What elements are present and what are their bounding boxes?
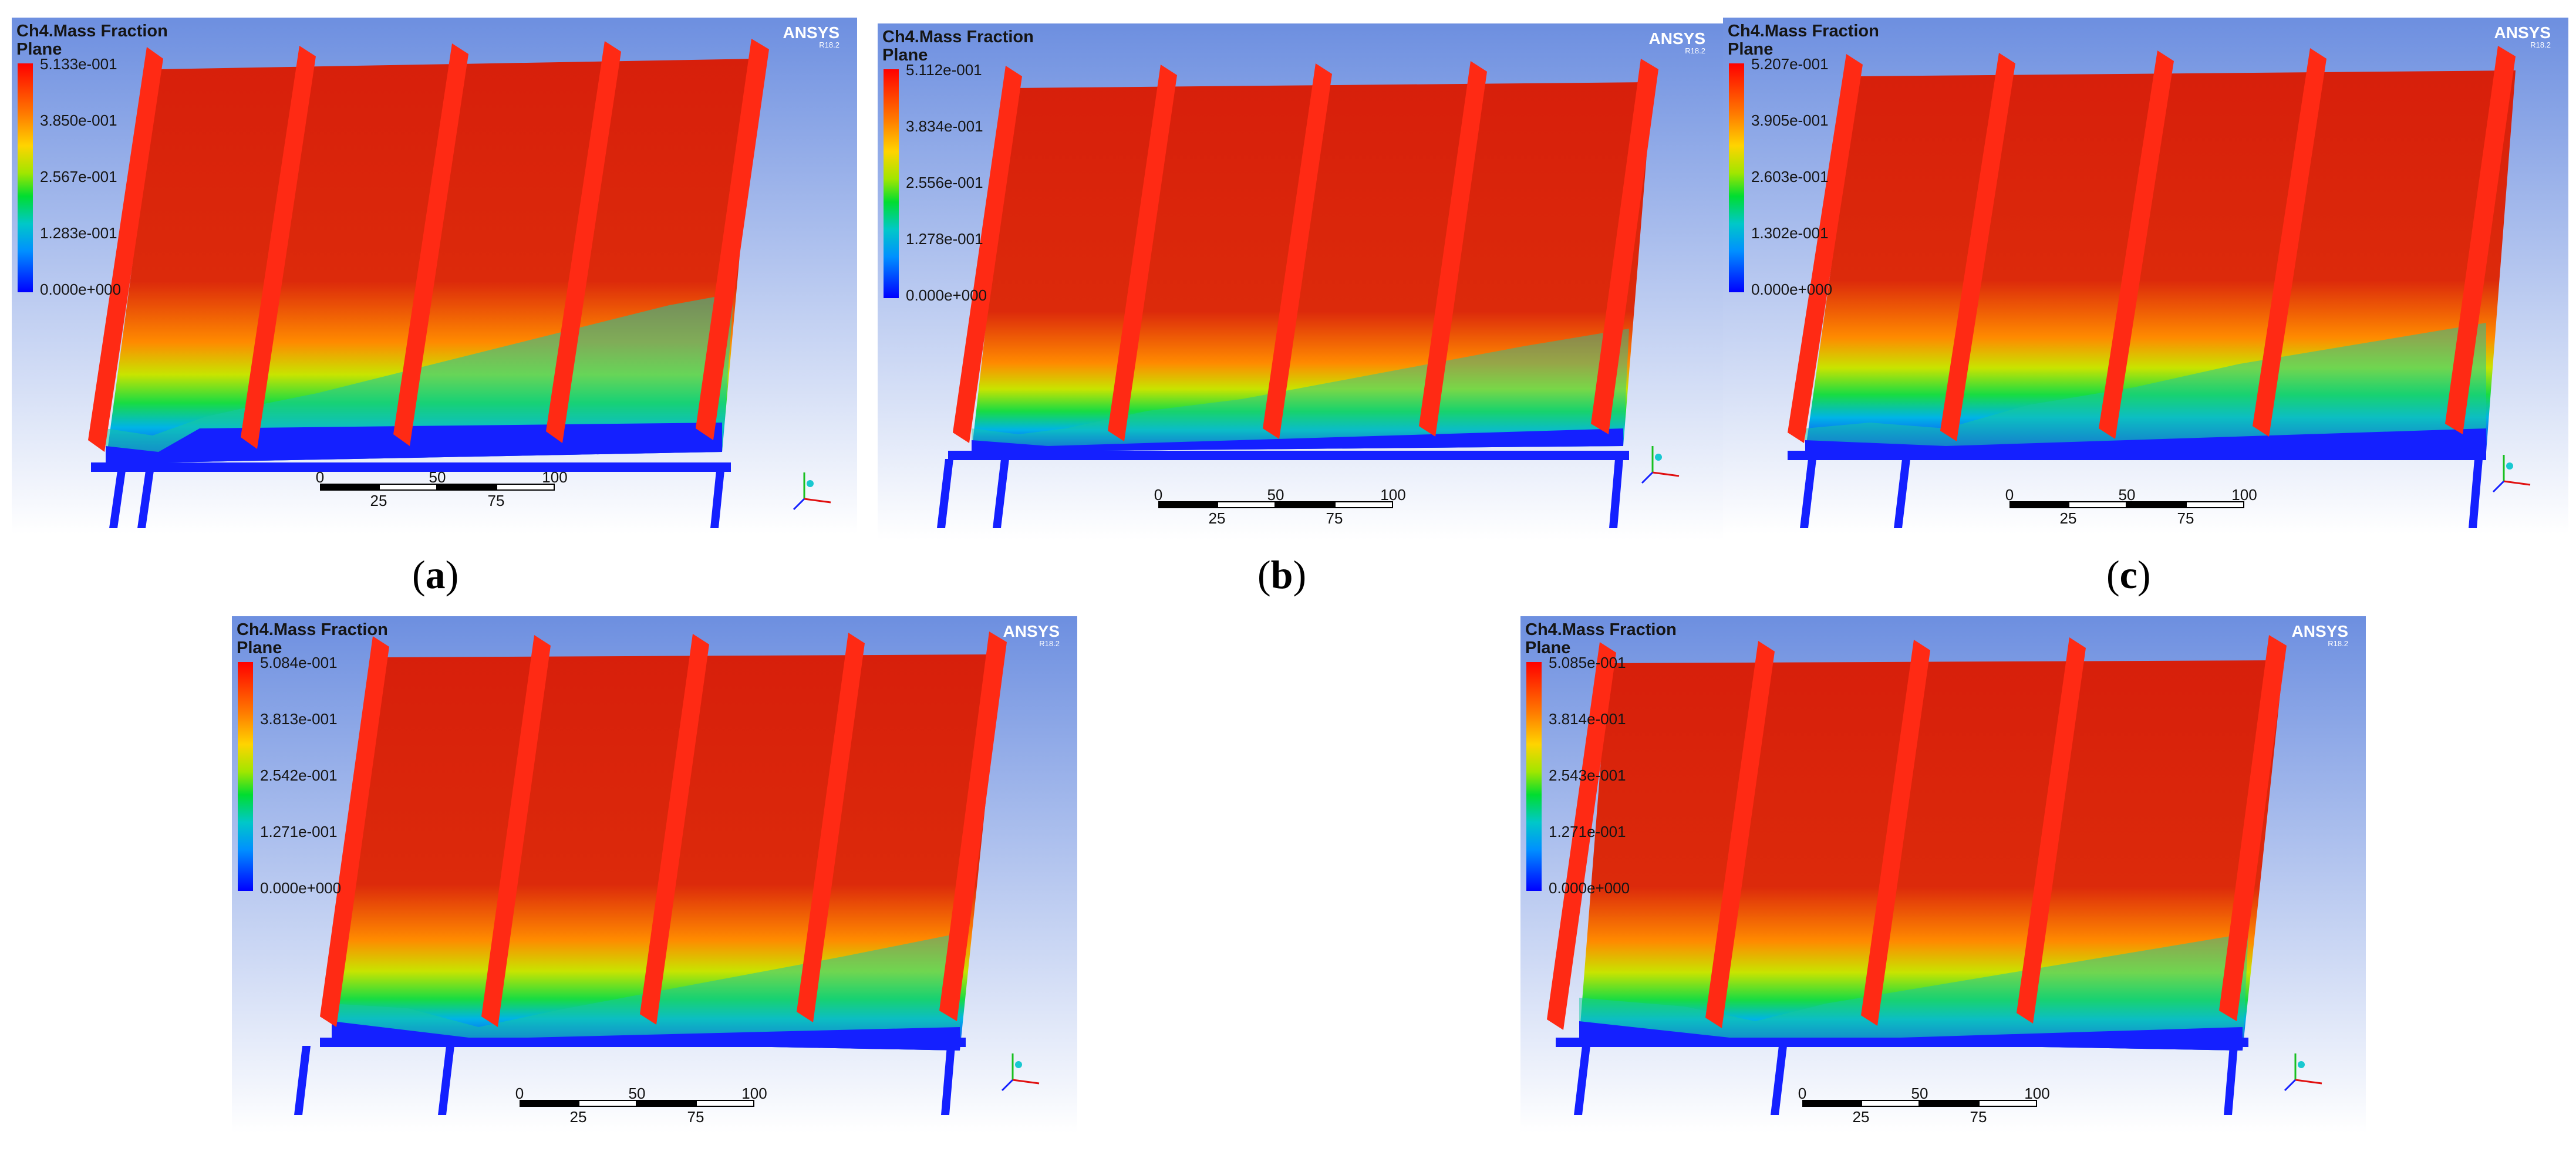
scale-tick-label: 100: [2231, 486, 2257, 504]
scale-tick-label: 25: [370, 492, 387, 509]
colormap-legend-bar: [1729, 63, 1744, 292]
scale-tick-label: 0: [515, 1085, 524, 1102]
scale-tick-label: 100: [542, 468, 568, 486]
contour-panel-c: Ch4.Mass Fraction Plane 5.207e-001 3.905e…: [1723, 18, 2568, 534]
caption-c: (c): [2106, 552, 2151, 597]
panel-subtitle: Plane: [237, 639, 282, 657]
scale-tick-label: 75: [487, 492, 505, 509]
legend-label: 5.112e-001: [906, 61, 982, 79]
axis-triad-icon: [2284, 1053, 2322, 1092]
colormap-legend-bar: [238, 662, 253, 891]
scale-tick-label: 25: [2059, 509, 2077, 527]
panel-subtitle: Plane: [1525, 639, 1571, 657]
legend-label: 1.271e-001: [1549, 823, 1626, 840]
contour-rendering-e: [1520, 616, 2366, 1133]
colormap-legend-bar: [884, 69, 899, 298]
legend-label: 0.000e+000: [906, 286, 987, 304]
panel-subtitle: Plane: [16, 40, 62, 59]
scale-tick-label: 50: [1267, 486, 1284, 504]
scale-tick-label: 25: [1852, 1108, 1870, 1126]
legend-label: 0.000e+000: [1549, 879, 1630, 897]
scale-tick-label: 75: [2177, 509, 2194, 527]
scale-bar: 0 50 100 25 75: [1154, 486, 1406, 526]
scale-tick-label: 0: [1798, 1085, 1807, 1102]
scale-tick-label: 0: [2005, 486, 2014, 504]
panel-title: Ch4.Mass Fraction: [1728, 22, 1879, 40]
legend-label: 5.084e-001: [260, 654, 338, 671]
panel-subtitle: Plane: [1728, 40, 1773, 59]
scale-tick-label: 50: [429, 468, 446, 486]
legend-label: 2.543e-001: [1549, 766, 1626, 784]
scale-tick-label: 75: [1326, 509, 1343, 527]
scale-tick-label: 25: [569, 1108, 587, 1126]
legend-label: 3.813e-001: [260, 710, 338, 728]
panel-subtitle: Plane: [882, 46, 928, 65]
ansys-logo: ANSYS R18.2: [783, 23, 839, 49]
scale-tick-label: 50: [628, 1085, 646, 1102]
axis-triad-icon: [793, 472, 831, 511]
contour-rendering-c: [1723, 18, 2568, 534]
panel-title: Ch4.Mass Fraction: [237, 620, 388, 639]
axis-triad-icon: [2492, 455, 2531, 493]
legend-label: 2.542e-001: [260, 766, 338, 784]
legend-label: 2.567e-001: [40, 168, 117, 185]
contour-panel-d: Ch4.Mass Fraction Plane 5.084e-001 3.813e…: [232, 616, 1077, 1133]
legend-label: 3.814e-001: [1549, 710, 1626, 728]
contour-panel-a: Ch4.Mass Fraction Plane 5.133e-001 3.850e…: [12, 18, 857, 534]
legend-label: 3.905e-001: [1751, 112, 1829, 129]
legend-label: 5.207e-001: [1751, 55, 1829, 73]
contour-panel-b: Ch4.Mass Fraction Plane 5.112e-001 3.834e…: [878, 23, 1723, 540]
colormap-legend-bar: [1526, 662, 1542, 891]
legend-label: 3.850e-001: [40, 112, 117, 129]
legend-label: 0.000e+000: [1751, 281, 1833, 298]
scale-tick-label: 100: [1380, 486, 1406, 504]
ansys-logo: ANSYS R18.2: [1648, 29, 1705, 55]
legend-label: 5.133e-001: [40, 55, 117, 73]
contour-rendering-d: [232, 616, 1077, 1133]
legend-label: 5.085e-001: [1549, 654, 1626, 671]
scale-tick-label: 50: [1911, 1085, 1928, 1102]
legend-label: 2.556e-001: [906, 174, 983, 191]
ansys-logo: ANSYS R18.2: [2291, 622, 2348, 648]
scale-tick-label: 0: [315, 468, 325, 486]
caption-a: (a): [412, 552, 459, 597]
legend-label: 1.278e-001: [906, 230, 983, 248]
axis-triad-icon: [1001, 1053, 1040, 1092]
contour-rendering-a: [12, 18, 857, 534]
contour-panel-e: Ch4.Mass Fraction Plane 5.085e-001 3.814e…: [1520, 616, 2366, 1133]
scale-bar: 0 50 100 25 75: [1798, 1085, 2050, 1126]
panel-title: Ch4.Mass Fraction: [16, 22, 168, 40]
legend-label: 3.834e-001: [906, 117, 983, 135]
legend-label: 0.000e+000: [40, 281, 122, 298]
scale-bar: 0 50 100 25 75: [515, 1085, 767, 1126]
scale-tick-label: 100: [741, 1085, 767, 1102]
legend-label: 2.603e-001: [1751, 168, 1829, 185]
axis-triad-icon: [1641, 446, 1680, 484]
legend-label: 1.283e-001: [40, 224, 117, 242]
scale-bar: 0 50 100 25 75: [316, 468, 568, 509]
legend-label: 1.302e-001: [1751, 224, 1829, 242]
legend-label: 1.271e-001: [260, 823, 338, 840]
colormap-legend-bar: [18, 63, 33, 292]
scale-tick-label: 100: [2024, 1085, 2050, 1102]
scale-tick-label: 50: [2118, 486, 2136, 504]
scale-tick-label: 75: [1970, 1108, 1987, 1126]
ansys-logo: ANSYS R18.2: [1003, 622, 1060, 648]
caption-b: (b): [1257, 552, 1307, 597]
ansys-logo: ANSYS R18.2: [2494, 23, 2551, 49]
scale-tick-label: 0: [1154, 486, 1163, 504]
scale-tick-label: 75: [687, 1108, 704, 1126]
panel-title: Ch4.Mass Fraction: [1525, 620, 1677, 639]
legend-label: 0.000e+000: [260, 879, 342, 897]
scale-tick-label: 25: [1208, 509, 1226, 527]
contour-rendering-b: [878, 23, 1723, 540]
scale-bar: 0 50 100 25 75: [2005, 486, 2257, 526]
panel-title: Ch4.Mass Fraction: [882, 28, 1034, 46]
